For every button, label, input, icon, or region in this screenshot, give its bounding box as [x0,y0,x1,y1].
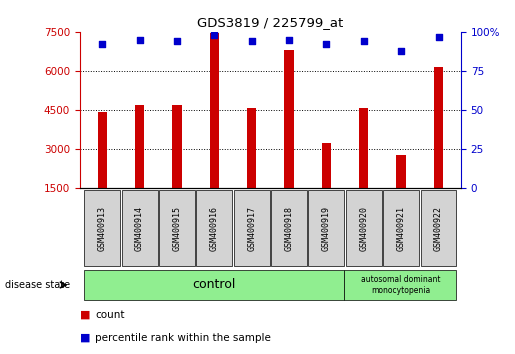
FancyBboxPatch shape [84,190,120,267]
Point [322,41,331,47]
Text: GSM400914: GSM400914 [135,206,144,251]
Text: percentile rank within the sample: percentile rank within the sample [95,333,271,343]
Point [359,38,368,44]
Bar [173,104,182,188]
FancyBboxPatch shape [159,190,195,267]
Point [135,37,144,42]
FancyBboxPatch shape [234,190,270,267]
Bar [284,50,294,188]
Text: GSM400921: GSM400921 [397,206,406,251]
Bar [322,143,331,188]
Point [434,34,442,39]
Point [98,41,107,47]
Text: GSM400922: GSM400922 [434,206,443,251]
FancyBboxPatch shape [346,190,382,267]
FancyBboxPatch shape [345,270,456,299]
Text: disease state: disease state [5,280,70,290]
Text: GSM400916: GSM400916 [210,206,219,251]
Point [210,32,218,38]
Bar [397,155,406,188]
Text: control: control [193,279,236,291]
FancyBboxPatch shape [271,190,307,267]
Text: GSM400913: GSM400913 [98,206,107,251]
FancyBboxPatch shape [383,190,419,267]
Text: ■: ■ [80,333,90,343]
Text: GSM400917: GSM400917 [247,206,256,251]
Bar [135,104,144,188]
FancyBboxPatch shape [122,190,158,267]
Bar [210,33,219,188]
Bar [434,67,443,188]
Point [248,38,256,44]
Bar [97,112,107,188]
Text: count: count [95,310,125,320]
FancyBboxPatch shape [84,270,345,299]
FancyBboxPatch shape [308,190,345,267]
Text: ■: ■ [80,310,90,320]
FancyBboxPatch shape [196,190,232,267]
Text: GSM400918: GSM400918 [285,206,294,251]
Point [397,48,405,53]
Point [173,38,181,44]
Bar [247,108,256,188]
Point [285,37,293,42]
Text: autosomal dominant
monocytopenia: autosomal dominant monocytopenia [360,275,440,295]
Text: GSM400920: GSM400920 [359,206,368,251]
Title: GDS3819 / 225799_at: GDS3819 / 225799_at [197,16,344,29]
Text: GSM400919: GSM400919 [322,206,331,251]
FancyBboxPatch shape [421,190,456,267]
Bar [359,108,368,188]
Text: GSM400915: GSM400915 [173,206,181,251]
